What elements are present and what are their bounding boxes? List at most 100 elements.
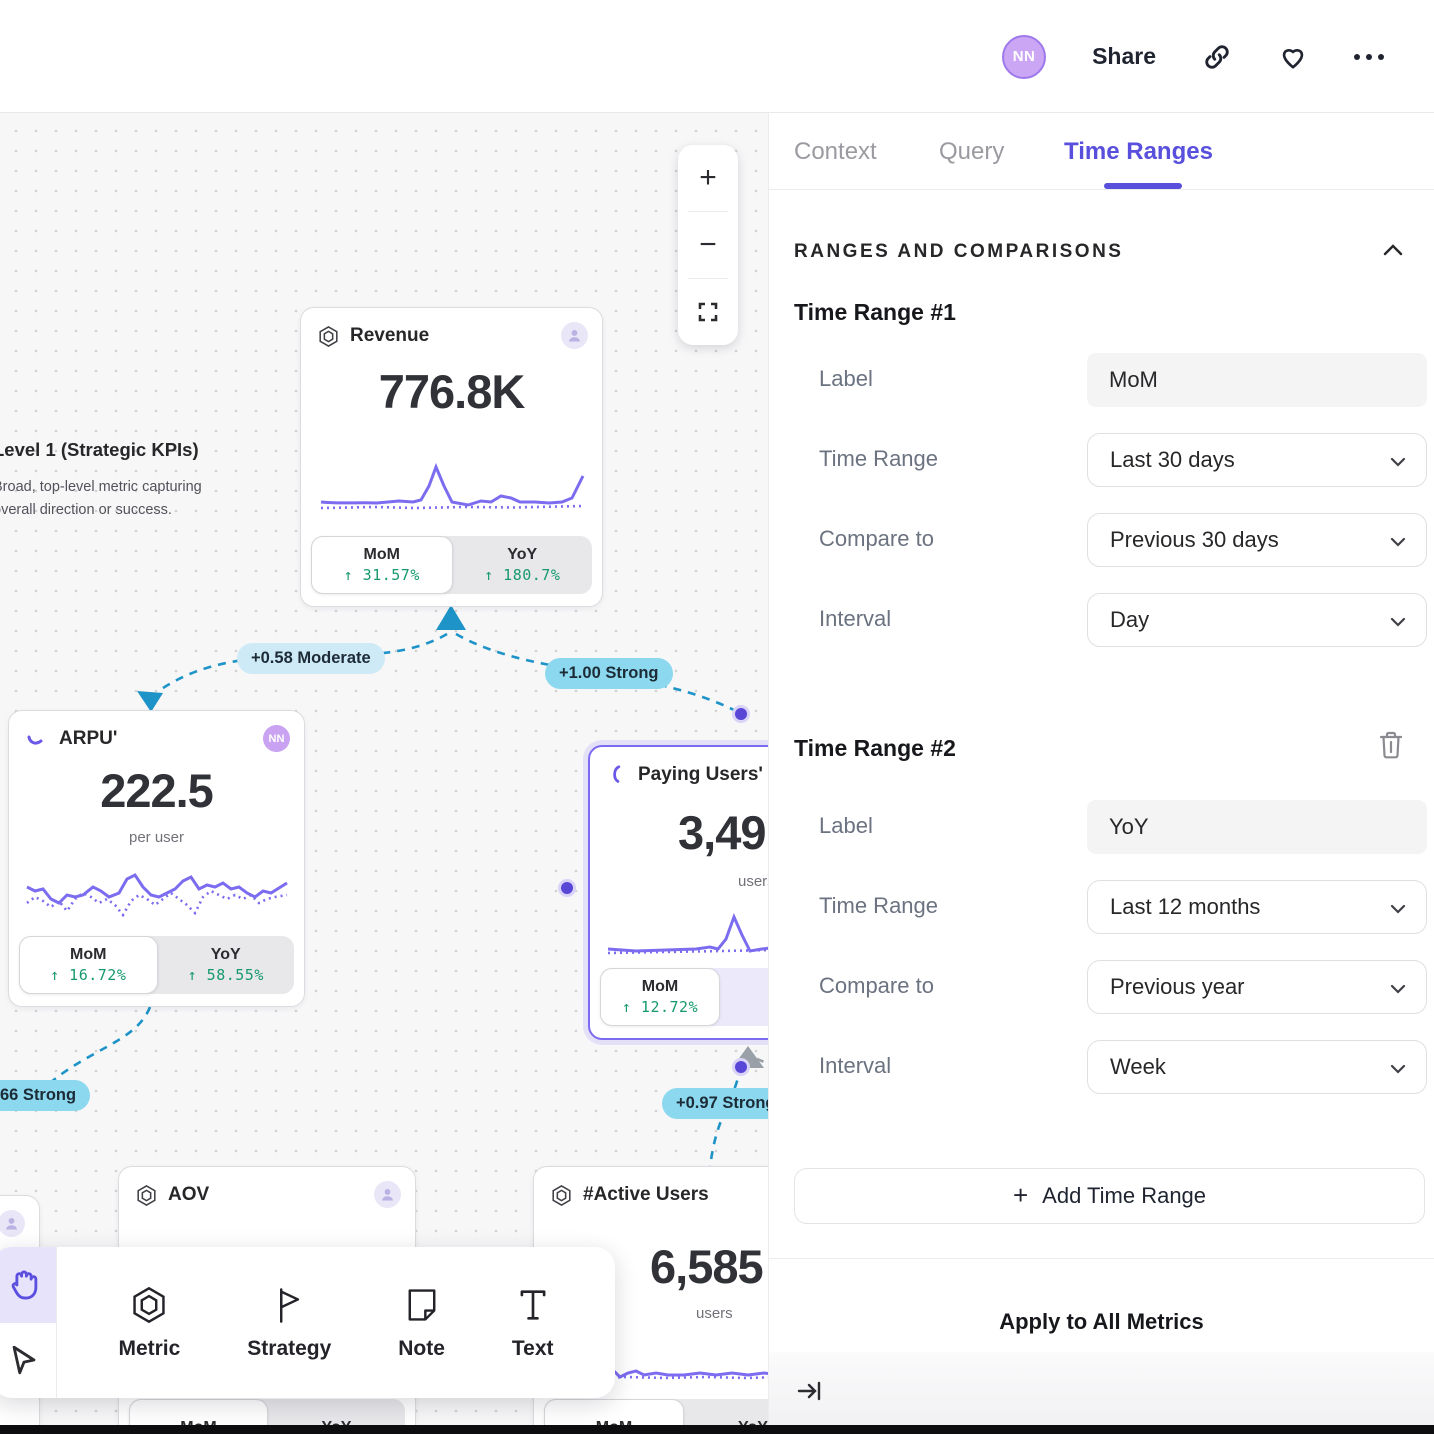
tool-note[interactable]: Note	[398, 1285, 445, 1361]
time-range-select[interactable]: Last 12 months	[1087, 880, 1427, 934]
active-tab-indicator	[1104, 183, 1182, 189]
toggle-mom[interactable]: MoM ↑ 16.72%	[19, 936, 158, 994]
toggle-mom[interactable]: MoM ↑ 12.72%	[600, 968, 720, 1026]
sparkline	[607, 912, 768, 955]
field-label: Compare to	[819, 526, 934, 551]
compare-to-select[interactable]: Previous 30 days	[1087, 513, 1427, 567]
interval-select[interactable]: Week	[1087, 1040, 1427, 1094]
cursor-icon	[12, 1346, 36, 1375]
zoom-out-button[interactable]: −	[699, 228, 717, 261]
metric-card-paying-users[interactable]: Paying Users' 3,49 users MoM ↑ 12.72%	[588, 745, 768, 1040]
tool-metric[interactable]: Metric	[118, 1285, 180, 1361]
level-annotation-title: Level 1 (Strategic KPIs)	[0, 439, 199, 460]
toggle-value: ↑ 12.72%	[621, 998, 699, 1016]
card-title: AOV	[168, 1184, 210, 1205]
toggle-label: MoM	[363, 546, 400, 563]
tool-label: Metric	[118, 1336, 181, 1360]
level-annotation-line2: overall direction or success.	[0, 502, 172, 518]
toggle-label: YoY	[210, 946, 241, 963]
metric-hexagon-icon	[552, 1184, 571, 1206]
select-value: Day	[1110, 607, 1150, 632]
metric-hexagon-icon	[133, 1286, 166, 1323]
strategy-flag-icon	[280, 1287, 300, 1323]
tool-label: Strategy	[247, 1336, 332, 1360]
owner-badge[interactable]: NN	[263, 725, 290, 752]
select-tool-button[interactable]	[0, 1323, 56, 1399]
metric-unit: users	[738, 873, 768, 890]
chevron-down-icon	[1390, 1064, 1406, 1074]
collapse-panel-icon[interactable]	[796, 1378, 824, 1404]
delete-time-range-icon[interactable]	[1378, 731, 1404, 759]
toggle-label: MoM	[641, 978, 679, 995]
zoom-in-button[interactable]: +	[699, 161, 717, 194]
text-icon	[520, 1289, 546, 1320]
chevron-down-icon	[1390, 617, 1406, 627]
metric-card-arpu[interactable]: ARPU' NN 222.5 per user MoM ↑ 16.72% YoY…	[8, 710, 305, 1007]
tab-context[interactable]: Context	[794, 137, 877, 165]
toggle-yoy[interactable]	[720, 968, 768, 1026]
curve-icon	[27, 735, 43, 745]
label-input[interactable]: MoM	[1087, 353, 1427, 407]
toggle-value: ↑ 16.72%	[50, 966, 127, 984]
metric-tree-canvas[interactable]: Level 1 (Strategic KPIs) Broad, top-leve…	[0, 113, 768, 1434]
timerange-toggle[interactable]: MoM ↑ 16.72% YoY ↑ 58.55%	[19, 936, 294, 994]
link-icon[interactable]	[1202, 42, 1232, 72]
metric-value: 6,585	[650, 1240, 764, 1293]
owner-avatar-icon[interactable]	[0, 1210, 25, 1237]
settings-panel: Context Query Time Ranges RANGES AND COM…	[768, 113, 1434, 1434]
zoom-controls: + −	[678, 145, 738, 345]
collapse-section-icon[interactable]	[1382, 243, 1404, 257]
field-label: Label	[819, 366, 873, 391]
hand-tool-button[interactable]	[0, 1247, 56, 1323]
select-value: Last 12 months	[1110, 894, 1261, 919]
chevron-down-icon	[1390, 984, 1406, 994]
level-annotation-line1: Broad, top-level metric capturing	[0, 479, 202, 495]
sparkline	[26, 873, 288, 918]
toggle-value: ↑ 180.7%	[484, 566, 561, 584]
connection-handle[interactable]	[561, 882, 573, 894]
field-label: Label	[819, 813, 873, 838]
time-range-1-title: Time Range #1	[794, 299, 956, 325]
toggle-label: MoM	[70, 946, 107, 963]
canvas-toolbar: Metric Strategy Note Text	[0, 1247, 615, 1398]
note-icon	[408, 1288, 436, 1321]
interval-select[interactable]: Day	[1087, 593, 1427, 647]
compare-to-select[interactable]: Previous year	[1087, 960, 1427, 1014]
tool-strategy[interactable]: Strategy	[247, 1285, 331, 1361]
apply-all-metrics-button[interactable]: Apply to All Metrics	[999, 1309, 1204, 1334]
field-label: Interval	[819, 606, 892, 631]
label-input[interactable]: YoY	[1087, 800, 1427, 854]
tool-label: Note	[398, 1336, 445, 1360]
add-time-range-button[interactable]: + Add Time Range	[794, 1168, 1425, 1224]
hand-icon	[11, 1270, 38, 1300]
tool-text[interactable]: Text	[512, 1285, 554, 1361]
field-label: Interval	[819, 1053, 892, 1078]
owner-avatar-icon[interactable]	[561, 322, 588, 349]
section-title: RANGES AND COMPARISONS	[794, 241, 1124, 262]
owner-avatar-icon[interactable]	[374, 1181, 401, 1208]
input-value: YoY	[1109, 814, 1149, 839]
toggle-yoy[interactable]: YoY ↑ 180.7%	[453, 536, 593, 594]
connection-handle[interactable]	[735, 708, 747, 720]
tab-time-ranges[interactable]: Time Ranges	[1064, 137, 1213, 165]
metric-hexagon-icon	[137, 1184, 156, 1206]
select-value: Previous 30 days	[1110, 527, 1279, 552]
panel-footer	[769, 1352, 1434, 1434]
timerange-toggle[interactable]: MoM ↑ 12.72%	[600, 968, 768, 1026]
share-button[interactable]: Share	[1092, 43, 1156, 69]
favorite-heart-icon[interactable]	[1278, 42, 1308, 72]
user-avatar[interactable]: NN	[1002, 34, 1047, 79]
toggle-value: ↑ 58.55%	[187, 966, 264, 984]
timerange-toggle[interactable]: MoM ↑ 31.57% YoY ↑ 180.7%	[311, 536, 592, 594]
connection-handle[interactable]	[735, 1061, 747, 1073]
card-title: Revenue	[350, 325, 430, 346]
more-options-icon[interactable]	[1354, 53, 1384, 60]
toggle-mom[interactable]: MoM ↑ 31.57%	[311, 536, 453, 594]
time-range-select[interactable]: Last 30 days	[1087, 433, 1427, 487]
toggle-yoy[interactable]: YoY ↑ 58.55%	[158, 936, 295, 994]
metric-card-revenue[interactable]: Revenue 776.8K MoM ↑ 31.57% YoY ↑ 180.7%	[300, 307, 603, 607]
tool-label: Text	[511, 1336, 554, 1360]
tab-query[interactable]: Query	[939, 137, 1005, 165]
divider	[769, 1258, 1434, 1259]
fit-view-button[interactable]	[678, 279, 738, 345]
